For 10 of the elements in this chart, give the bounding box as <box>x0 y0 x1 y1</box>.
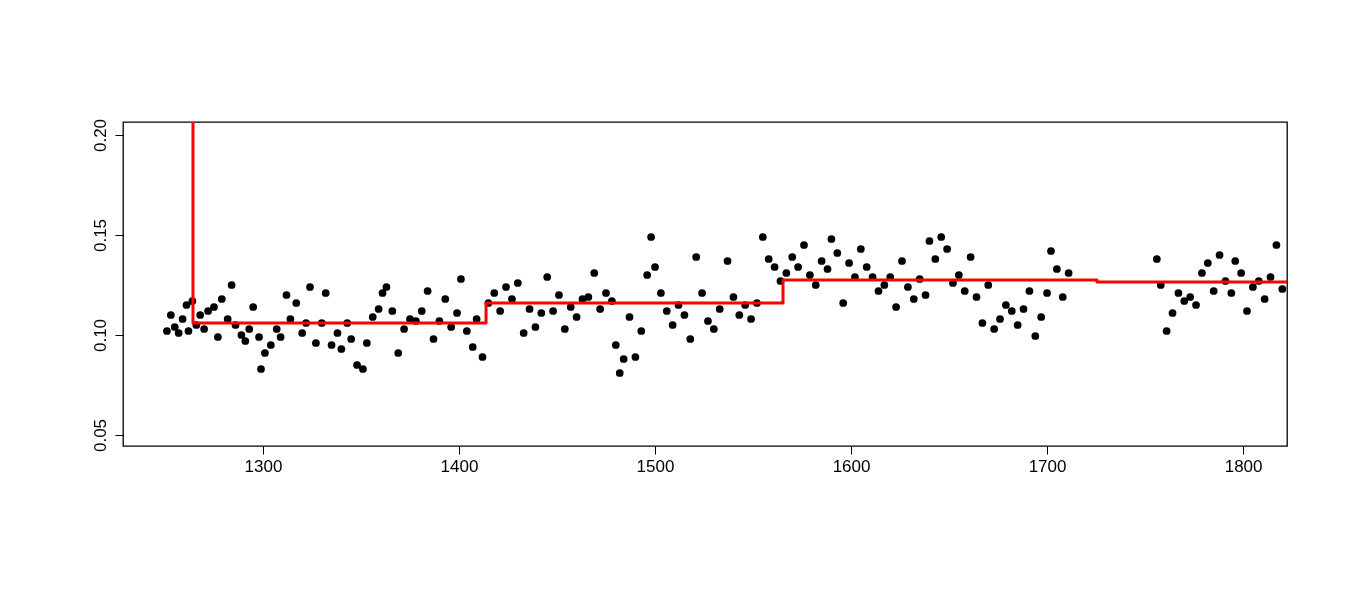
x-tick-label: 1500 <box>636 456 675 476</box>
y-tick-label: 0.15 <box>90 218 110 253</box>
x-tick-label: 1800 <box>1224 456 1263 476</box>
x-tick-label: 1700 <box>1028 456 1067 476</box>
x-tick-label: 1600 <box>832 456 871 476</box>
y-tick-label: 0.05 <box>90 418 110 453</box>
x-tick-label: 1400 <box>440 456 479 476</box>
x-tick-label: 1300 <box>244 456 283 476</box>
y-tick-label: 0.20 <box>90 118 110 153</box>
y-tick-label: 0.10 <box>90 318 110 353</box>
